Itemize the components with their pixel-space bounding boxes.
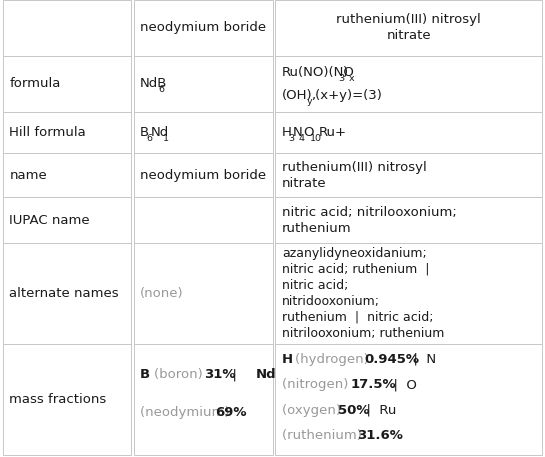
Bar bbox=[275, 197, 542, 243]
Text: alternate names: alternate names bbox=[9, 287, 119, 300]
Text: ): ) bbox=[343, 66, 348, 79]
Text: |  N: | N bbox=[405, 353, 436, 366]
Bar bbox=[134, 344, 272, 455]
Text: B: B bbox=[140, 368, 155, 381]
Text: 50%: 50% bbox=[338, 404, 370, 417]
Text: formula: formula bbox=[9, 77, 60, 90]
Text: Nd: Nd bbox=[151, 126, 169, 139]
Text: 6: 6 bbox=[159, 85, 165, 94]
Text: H: H bbox=[282, 353, 298, 366]
Text: H: H bbox=[282, 126, 292, 139]
Text: neodymium boride: neodymium boride bbox=[140, 21, 266, 34]
Text: (OH): (OH) bbox=[282, 89, 312, 101]
Text: azanylidyneoxidanium;
nitric acid; ruthenium  |
nitric acid;
nitridooxonium;
rut: azanylidyneoxidanium; nitric acid; ruthe… bbox=[282, 247, 444, 340]
Text: 3: 3 bbox=[338, 74, 344, 83]
Text: Hill formula: Hill formula bbox=[9, 126, 86, 139]
Bar bbox=[3, 153, 131, 197]
Bar bbox=[275, 153, 542, 197]
Bar bbox=[275, 243, 542, 344]
Text: ,(x+y)=(3): ,(x+y)=(3) bbox=[311, 89, 382, 101]
Text: Nd: Nd bbox=[256, 368, 276, 381]
Bar bbox=[275, 56, 542, 112]
Bar bbox=[3, 56, 131, 112]
Text: (none): (none) bbox=[140, 287, 184, 300]
Bar bbox=[134, 243, 272, 344]
Text: (boron): (boron) bbox=[154, 368, 207, 381]
Text: Ru+: Ru+ bbox=[319, 126, 347, 139]
Text: x: x bbox=[349, 74, 355, 83]
Text: ruthenium(III) nitrosyl
nitrate: ruthenium(III) nitrosyl nitrate bbox=[282, 161, 427, 190]
Bar bbox=[134, 0, 272, 56]
Text: IUPAC name: IUPAC name bbox=[9, 214, 90, 227]
Text: 6: 6 bbox=[146, 134, 153, 143]
Text: NdB: NdB bbox=[140, 77, 167, 90]
Text: 3: 3 bbox=[288, 134, 294, 143]
Bar bbox=[3, 112, 131, 153]
Text: 31%: 31% bbox=[204, 368, 235, 381]
Text: (nitrogen): (nitrogen) bbox=[282, 378, 353, 391]
Text: 69%: 69% bbox=[215, 406, 247, 419]
Bar bbox=[3, 344, 131, 455]
Text: mass fractions: mass fractions bbox=[9, 393, 106, 406]
Bar bbox=[134, 153, 272, 197]
Bar bbox=[275, 344, 542, 455]
Text: name: name bbox=[9, 169, 47, 182]
Bar bbox=[134, 112, 272, 153]
Bar bbox=[3, 0, 131, 56]
Text: B: B bbox=[140, 126, 149, 139]
Text: neodymium boride: neodymium boride bbox=[140, 169, 266, 182]
Text: 1: 1 bbox=[164, 134, 169, 143]
Text: 31.6%: 31.6% bbox=[357, 429, 403, 442]
Text: y: y bbox=[307, 96, 312, 106]
Text: nitric acid; nitrilooxonium;
ruthenium: nitric acid; nitrilooxonium; ruthenium bbox=[282, 206, 457, 235]
Bar bbox=[275, 0, 542, 56]
Text: 17.5%: 17.5% bbox=[351, 378, 396, 391]
Bar bbox=[275, 112, 542, 153]
Text: (hydrogen): (hydrogen) bbox=[295, 353, 373, 366]
Bar bbox=[3, 243, 131, 344]
Text: (ruthenium): (ruthenium) bbox=[282, 429, 366, 442]
Text: O: O bbox=[304, 126, 314, 139]
Text: (neodymium): (neodymium) bbox=[140, 406, 234, 419]
Text: Ru(NO)(NO: Ru(NO)(NO bbox=[282, 66, 355, 79]
Text: |: | bbox=[224, 368, 245, 381]
Text: 0.945%: 0.945% bbox=[364, 353, 419, 366]
Text: 10: 10 bbox=[310, 134, 322, 143]
Bar bbox=[3, 197, 131, 243]
Text: (oxygen): (oxygen) bbox=[282, 404, 345, 417]
Text: 4: 4 bbox=[299, 134, 305, 143]
Text: N: N bbox=[293, 126, 302, 139]
Bar bbox=[134, 197, 272, 243]
Text: |  O: | O bbox=[385, 378, 416, 391]
Text: |  Ru: | Ru bbox=[359, 404, 397, 417]
Text: ruthenium(III) nitrosyl
nitrate: ruthenium(III) nitrosyl nitrate bbox=[336, 13, 481, 43]
Bar bbox=[134, 56, 272, 112]
